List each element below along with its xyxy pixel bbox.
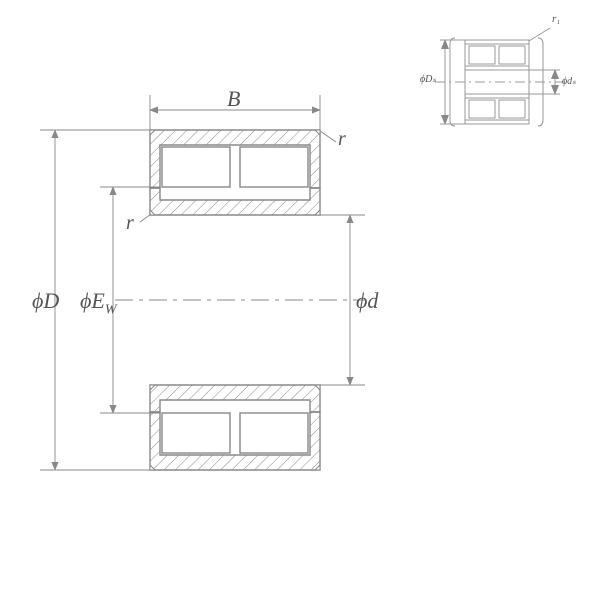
inset-label-r1: r₁ bbox=[552, 13, 560, 25]
inset-label-phids: ϕdₛ bbox=[562, 76, 576, 87]
inset-label-phiDs: ϕDₛ bbox=[420, 74, 436, 85]
rollers-bottom bbox=[162, 413, 308, 453]
callout-r-left bbox=[140, 214, 151, 222]
label-r-top: r bbox=[338, 128, 346, 151]
inner-ring-bottom bbox=[150, 385, 320, 412]
label-r-left: r bbox=[126, 212, 134, 235]
label-B: B bbox=[227, 86, 240, 112]
label-phiEw: ϕEW bbox=[80, 288, 117, 318]
label-phid: ϕd bbox=[356, 288, 378, 314]
rollers-top bbox=[162, 145, 308, 187]
label-phiD: ϕD bbox=[32, 288, 59, 314]
callout-r-top bbox=[320, 131, 336, 142]
inset-diagram bbox=[420, 10, 580, 150]
inner-ring-top bbox=[150, 188, 320, 215]
